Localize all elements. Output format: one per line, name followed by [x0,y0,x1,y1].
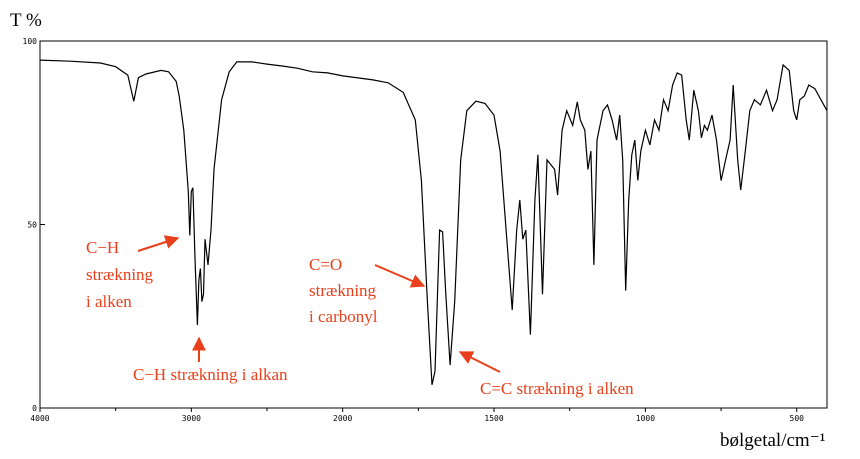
arrow [137,235,180,252]
annotation-line: strækning [309,281,377,300]
y-tick-label: 100 [23,37,38,46]
y-axis-title: T % [10,10,42,31]
annotation-line: C−H strækning i alkan [133,365,288,384]
annotation-line: C=C strækning i alken [480,379,634,398]
annotation-line: strækning [86,265,154,284]
annotation: C=O strækning i carbonyl [309,255,378,326]
arrow [458,351,501,373]
x-tick-label: 2000 [333,414,352,423]
arrow [374,264,426,288]
annotation-line: i alken [86,292,132,311]
y-tick-label: 50 [27,221,37,230]
annotation: C−H strækning i alken [86,238,154,311]
annotation: C−H strækning i alkan [133,365,288,384]
annotation: C=C strækning i alken [480,379,634,398]
x-tick-label: 4000 [30,414,49,423]
x-axis-title: bølgetal/cm⁻¹ [720,430,826,451]
x-tick-label: 3000 [182,414,201,423]
annotation-line: C=O [309,255,342,274]
spectrum-line [39,59,828,386]
annotation-line: C−H [86,238,119,257]
x-tick-label: 1500 [484,414,503,423]
y-tick-label: 0 [32,404,37,413]
x-tick-label: 1000 [636,414,655,423]
annotation-arrows [137,235,501,373]
plot-frame [39,40,828,409]
annotation-line: i carbonyl [309,307,378,326]
x-tick-label: 500 [790,414,805,423]
